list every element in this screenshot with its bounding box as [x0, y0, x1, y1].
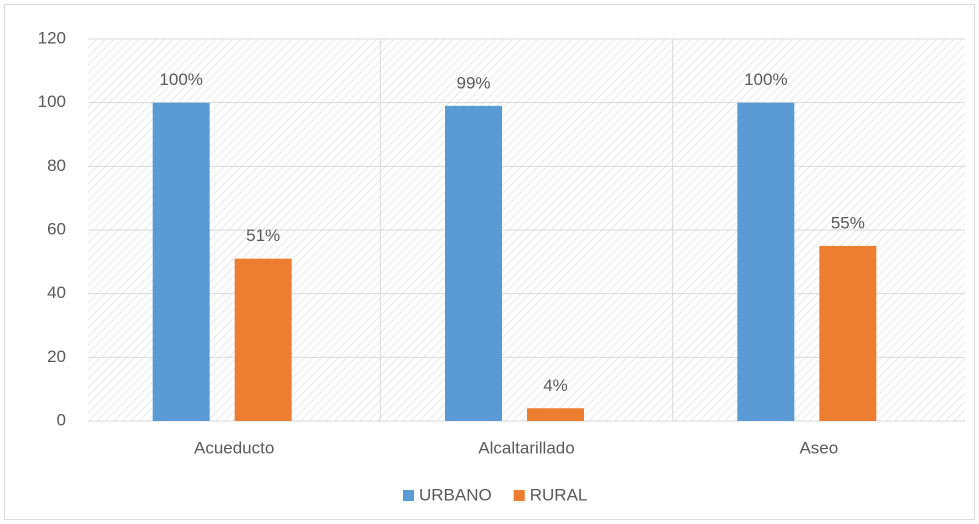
bar [819, 245, 877, 421]
x-tick-label: Acueducto [194, 438, 274, 457]
y-tick-label: 60 [47, 219, 66, 238]
y-tick-label: 120 [38, 28, 66, 47]
value-label: 55% [831, 213, 865, 232]
y-tick-label: 20 [47, 347, 66, 366]
bar [234, 258, 292, 421]
value-label: 99% [456, 73, 490, 92]
value-label: 4% [543, 376, 568, 395]
value-label: 100% [159, 70, 202, 89]
legend-label: URBANO [419, 485, 492, 504]
bar [527, 408, 584, 421]
y-tick-label: 40 [47, 283, 66, 302]
bar [737, 102, 795, 422]
value-label: 100% [744, 70, 787, 89]
legend-swatch [513, 490, 525, 501]
y-tick-label: 0 [57, 410, 66, 429]
x-tick-label: Alcaltarillado [478, 438, 574, 457]
y-tick-label: 100 [38, 92, 66, 111]
legend-swatch [403, 490, 414, 501]
legend-label: RURAL [530, 485, 588, 504]
bar [445, 105, 502, 421]
value-label: 51% [246, 226, 280, 245]
bar [152, 102, 210, 422]
y-tick-label: 80 [47, 156, 66, 175]
x-tick-label: Aseo [799, 438, 838, 457]
